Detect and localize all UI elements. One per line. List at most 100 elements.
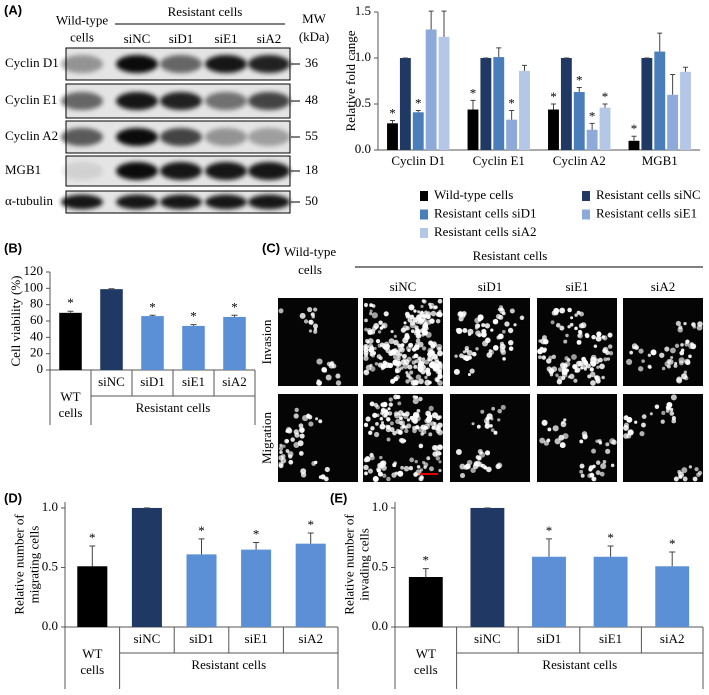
error-bar: [669, 551, 676, 567]
cell: [421, 357, 426, 361]
band: [116, 55, 158, 73]
bar: [655, 566, 690, 627]
cell: [602, 460, 607, 464]
bar: [241, 549, 272, 627]
lane-label: siA2: [651, 279, 676, 294]
cell: [589, 371, 596, 378]
cell: [467, 372, 471, 377]
cell: [404, 428, 409, 434]
cell: [610, 463, 615, 468]
bar: [628, 140, 640, 150]
lane-label: Wild-type cells: [56, 12, 108, 44]
cell: [392, 430, 397, 436]
bar: [470, 507, 505, 627]
cell: [421, 429, 427, 435]
cell: [366, 327, 372, 333]
error-bar: [657, 32, 663, 52]
cell: [389, 349, 396, 356]
cell: [471, 422, 475, 426]
cell: [376, 354, 382, 359]
legend-label: Resistant cells siE1: [596, 205, 697, 220]
cell: [685, 339, 690, 344]
cell: [402, 362, 409, 369]
cell: [414, 459, 418, 464]
cell: [368, 347, 375, 353]
group-label: Resistant cells: [542, 657, 617, 672]
cell: [508, 346, 514, 351]
cell: [424, 310, 428, 314]
cell: [394, 366, 401, 374]
cell: [692, 325, 697, 329]
cell: [578, 329, 582, 334]
significance: *: [253, 526, 260, 541]
cell: [480, 409, 485, 414]
bar: [141, 316, 164, 370]
y-tick-label: 1.0: [355, 49, 371, 64]
legend-swatch: [582, 209, 590, 220]
lane-label: siNC: [390, 279, 417, 294]
cell: [299, 312, 306, 319]
cell: [576, 339, 582, 345]
cell: [435, 428, 441, 434]
cell: [661, 366, 666, 371]
panel-label: (B): [4, 240, 22, 255]
cell: [499, 341, 504, 346]
error-bar: [576, 86, 582, 93]
cell: [412, 428, 417, 434]
cell: [428, 349, 435, 356]
cell: [607, 344, 613, 349]
cell: [288, 454, 293, 459]
cell: [559, 442, 566, 449]
cell: [596, 331, 602, 337]
bar: [506, 119, 518, 150]
y-tick-label: 1.0: [372, 499, 388, 514]
cell: [371, 312, 378, 319]
cell: [428, 380, 432, 385]
cell: [688, 354, 692, 359]
cell: [423, 462, 429, 468]
cell: [399, 346, 405, 353]
cell: [482, 340, 489, 347]
cell: [433, 421, 437, 426]
significance: *: [423, 553, 430, 568]
cell: [495, 313, 502, 320]
x-tick-label: siE1: [245, 631, 268, 646]
lane-label: siD1: [169, 31, 194, 46]
cell: [384, 362, 391, 369]
cell: [373, 346, 377, 351]
cell: [312, 323, 319, 329]
cell: [627, 429, 634, 436]
cell: [313, 307, 318, 312]
cell: [683, 322, 687, 326]
cell: [474, 323, 481, 329]
cell: [591, 448, 597, 454]
cell: [623, 422, 630, 428]
cell: [507, 327, 514, 334]
cell: [555, 373, 559, 377]
y-tick-label: 60: [30, 312, 43, 327]
cell: [435, 319, 441, 324]
bar: [548, 109, 559, 150]
cell: [666, 401, 673, 408]
band: [61, 128, 103, 146]
row-label: Invasion: [259, 319, 274, 364]
cell: [678, 325, 683, 330]
cell: [429, 466, 434, 472]
cell: [584, 333, 590, 339]
band: [205, 194, 247, 210]
cell: [308, 421, 314, 427]
cell: [578, 323, 584, 329]
cell: [383, 311, 389, 317]
error-bar: [602, 103, 608, 108]
cell: [694, 467, 699, 472]
cell: [681, 373, 688, 380]
cell: [435, 312, 441, 317]
cell: [682, 476, 688, 482]
cell: [430, 310, 437, 317]
cell: [491, 406, 496, 411]
cell: [406, 373, 411, 378]
cell: [570, 316, 574, 320]
significance: *: [602, 89, 609, 104]
cell: [454, 354, 458, 358]
